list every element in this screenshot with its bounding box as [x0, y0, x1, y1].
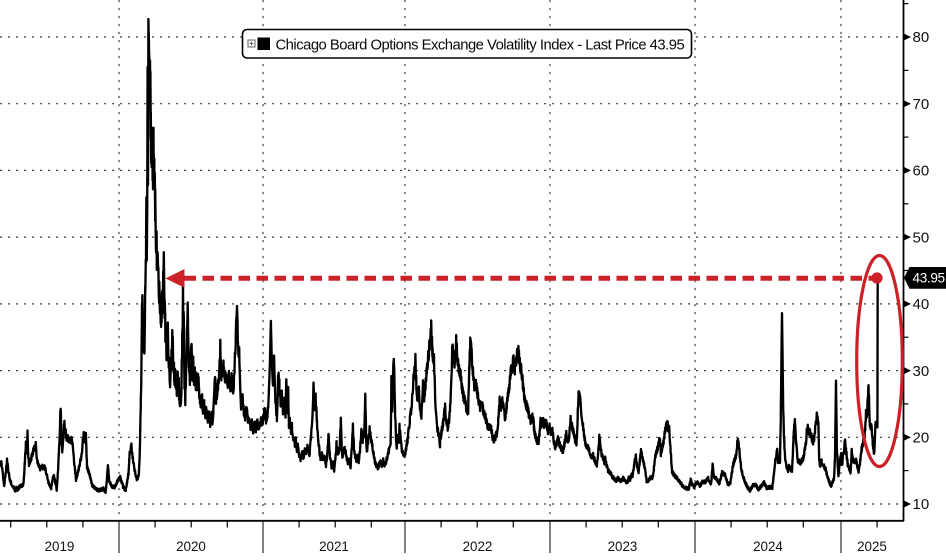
svg-text:Chicago Board Options Exchange: Chicago Board Options Exchange Volatilit…: [276, 38, 685, 54]
svg-text:2024: 2024: [753, 539, 783, 554]
svg-text:10: 10: [913, 496, 930, 513]
svg-text:2020: 2020: [176, 539, 206, 554]
svg-text:50: 50: [913, 229, 930, 246]
svg-text:80: 80: [913, 29, 930, 46]
svg-text:43.95: 43.95: [913, 271, 945, 286]
svg-text:40: 40: [913, 296, 930, 313]
svg-text:60: 60: [913, 163, 930, 180]
svg-text:2022: 2022: [463, 539, 493, 554]
svg-text:2021: 2021: [319, 539, 349, 554]
svg-text:2025: 2025: [857, 539, 887, 554]
svg-text:2019: 2019: [45, 539, 75, 554]
svg-text:70: 70: [913, 96, 930, 113]
svg-text:2023: 2023: [608, 539, 638, 554]
svg-text:30: 30: [913, 363, 930, 380]
svg-text:20: 20: [913, 430, 930, 447]
